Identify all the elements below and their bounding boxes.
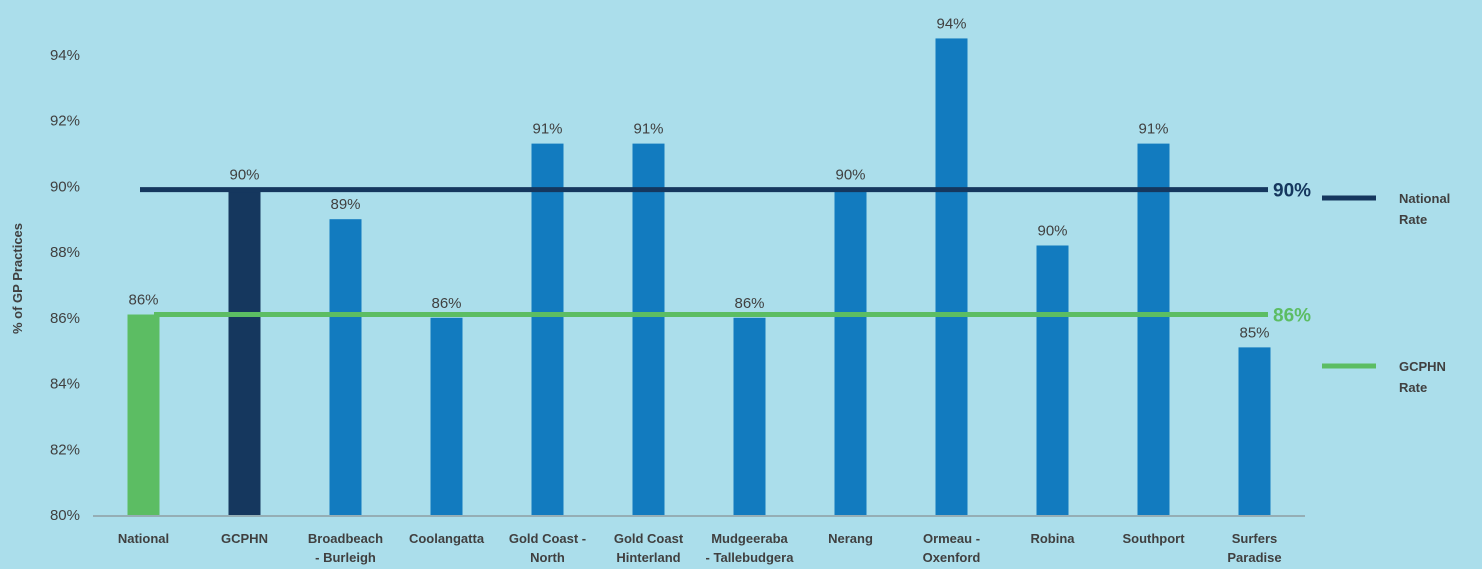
data-label: 94% bbox=[936, 15, 966, 32]
bar bbox=[632, 143, 665, 515]
x-tick-label: Southport bbox=[1122, 531, 1185, 546]
bar bbox=[1238, 347, 1271, 515]
bar bbox=[1036, 245, 1069, 515]
legend-label: Rate bbox=[1399, 212, 1427, 227]
y-tick-label: 94% bbox=[50, 47, 80, 64]
x-tick-label: GCPHN bbox=[221, 531, 268, 546]
x-tick-label: North bbox=[530, 550, 565, 565]
bar bbox=[531, 143, 564, 515]
y-tick-label: 84% bbox=[50, 376, 80, 393]
bar bbox=[733, 317, 766, 515]
x-tick-label: - Tallebudgera bbox=[706, 550, 795, 565]
x-tick-label: Gold Coast - bbox=[509, 531, 586, 546]
y-tick-label: 88% bbox=[50, 244, 80, 261]
x-tick-label: National bbox=[118, 531, 169, 546]
data-label: 86% bbox=[734, 295, 764, 312]
x-tick-label: Gold Coast bbox=[614, 531, 684, 546]
y-axis-title: % of GP Practices bbox=[10, 223, 25, 334]
x-tick-label: Robina bbox=[1030, 531, 1075, 546]
y-tick-label: 82% bbox=[50, 441, 80, 458]
data-label: 86% bbox=[128, 292, 158, 309]
x-tick-label: Paradise bbox=[1227, 550, 1281, 565]
x-tick-label: Mudgeeraba bbox=[711, 531, 788, 546]
reference-line-label: 86% bbox=[1273, 306, 1311, 327]
y-tick-label: 86% bbox=[50, 310, 80, 327]
x-tick-label: Surfers bbox=[1232, 531, 1278, 546]
y-tick-label: 80% bbox=[50, 507, 80, 524]
data-label: 89% bbox=[330, 196, 360, 213]
x-tick-label: Ormeau - bbox=[923, 531, 980, 546]
y-tick-label: 92% bbox=[50, 113, 80, 130]
x-tick-label: Hinterland bbox=[616, 550, 680, 565]
bar bbox=[127, 314, 160, 515]
data-label: 86% bbox=[431, 295, 461, 312]
bar bbox=[430, 317, 463, 515]
bar bbox=[1137, 143, 1170, 515]
bar bbox=[329, 219, 362, 515]
x-tick-label: - Burleigh bbox=[315, 550, 376, 565]
x-tick-label: Oxenford bbox=[923, 550, 981, 565]
data-label: 90% bbox=[229, 167, 259, 184]
legend-label: Rate bbox=[1399, 380, 1427, 395]
legend-label: National bbox=[1399, 191, 1450, 206]
data-label: 91% bbox=[532, 121, 562, 138]
data-label: 90% bbox=[835, 167, 865, 184]
data-label: 91% bbox=[1138, 121, 1168, 138]
bar bbox=[935, 38, 968, 515]
data-label: 90% bbox=[1037, 222, 1067, 239]
bar bbox=[228, 189, 261, 515]
data-label: 91% bbox=[633, 121, 663, 138]
bar bbox=[834, 189, 867, 515]
x-tick-label: Broadbeach bbox=[308, 531, 383, 546]
y-tick-label: 90% bbox=[50, 178, 80, 195]
x-tick-label: Coolangatta bbox=[409, 531, 485, 546]
legend-label: GCPHN bbox=[1399, 359, 1446, 374]
x-tick-label: Nerang bbox=[828, 531, 873, 546]
reference-line-label: 90% bbox=[1273, 181, 1311, 202]
data-label: 85% bbox=[1239, 324, 1269, 341]
